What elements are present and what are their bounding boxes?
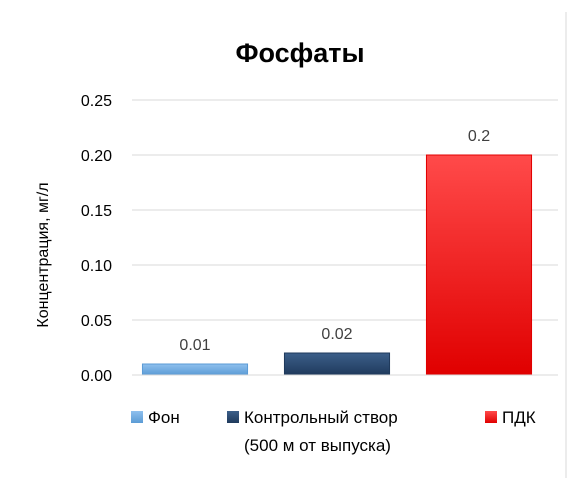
data-label-1: 0.02: [321, 326, 352, 343]
data-label-0: 0.01: [179, 337, 210, 354]
legend: Фон Контрольный створ (500 м от выпуска)…: [131, 408, 536, 455]
y-axis-label: Концентрация, мг/л: [35, 182, 52, 327]
legend-swatch-pdk: [485, 411, 497, 423]
legend-label-fon: Фон: [148, 408, 180, 427]
data-labels: 0.01 0.02 0.2: [179, 128, 490, 354]
y-tick-label: 0.25: [81, 93, 112, 110]
legend-label-control-line2: (500 м от выпуска): [244, 436, 391, 455]
bar-2: [425, 154, 533, 376]
bar-0: [141, 363, 249, 376]
y-tick-label: 0.10: [81, 258, 112, 275]
y-tick-label: 0.20: [81, 148, 112, 165]
data-label-2: 0.2: [468, 128, 490, 145]
bars: [141, 154, 533, 376]
y-tick-label: 0.05: [81, 313, 112, 330]
legend-swatch-fon: [131, 411, 143, 423]
y-tick-label: 0.00: [81, 368, 112, 385]
y-tick-labels: 0.00 0.05 0.10 0.15 0.20 0.25: [81, 93, 112, 385]
legend-swatch-control: [227, 411, 239, 423]
chart-title: Фосфаты: [235, 38, 364, 68]
bar-1: [283, 352, 391, 376]
y-tick-label: 0.15: [81, 203, 112, 220]
legend-label-pdk: ПДК: [502, 408, 536, 427]
legend-label-control: Контрольный створ: [244, 408, 398, 427]
